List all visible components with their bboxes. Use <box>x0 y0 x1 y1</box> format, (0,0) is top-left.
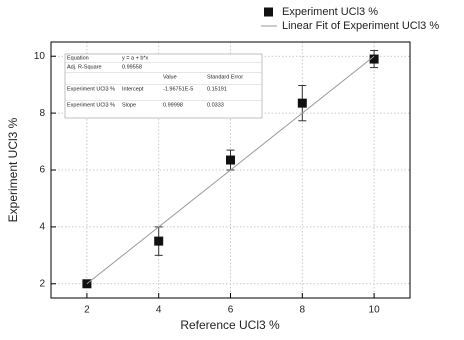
table-cell: Experiment UCl3 % <box>67 102 115 108</box>
table-cell: -1.96751E-5 <box>163 86 193 92</box>
x-tick-label: 6 <box>228 305 234 316</box>
table-cell: Adj. R-Square <box>67 64 102 70</box>
x-tick-label: 8 <box>300 305 306 316</box>
point <box>226 155 235 165</box>
fit-line <box>86 55 375 285</box>
fit-table <box>64 53 263 119</box>
point <box>154 236 164 246</box>
y-tick-label: 2 <box>39 278 45 289</box>
y-tick-label: 4 <box>39 222 45 233</box>
y-tick-label: 6 <box>39 165 45 176</box>
table-cell: 0.0333 <box>207 102 224 108</box>
y-tick-label: 10 <box>34 51 46 62</box>
plot-frame <box>50 41 411 299</box>
point <box>369 54 379 64</box>
x-tick-label: 2 <box>84 305 90 316</box>
table-cell: Experiment UCl3 % <box>67 86 115 92</box>
table-cell: Value <box>163 74 177 80</box>
table-cell: Standard Error <box>207 74 243 80</box>
table-cell: 0.99558 <box>122 64 142 70</box>
table-cell: Slope <box>122 102 136 108</box>
x-tick-label: 4 <box>156 305 162 316</box>
table-cell: 0.99998 <box>163 102 183 108</box>
legend-marker <box>264 7 273 17</box>
x-axis-label: Reference UCl3 % <box>180 318 280 332</box>
y-tick-label: 8 <box>39 108 45 119</box>
y-axis-label: Experiment UCl3 % <box>6 117 20 222</box>
table-cell: Equation <box>67 55 89 61</box>
table-cell: Intercept <box>122 86 144 92</box>
table-cell: 0.15191 <box>207 86 227 92</box>
legend-label: Linear Fit of Experiment UCl3 % <box>282 20 439 32</box>
point <box>297 98 307 108</box>
legend-label: Experiment UCl3 % <box>282 6 378 18</box>
table-cell: y = a + b*x <box>122 55 149 61</box>
x-tick-label: 10 <box>369 305 381 316</box>
